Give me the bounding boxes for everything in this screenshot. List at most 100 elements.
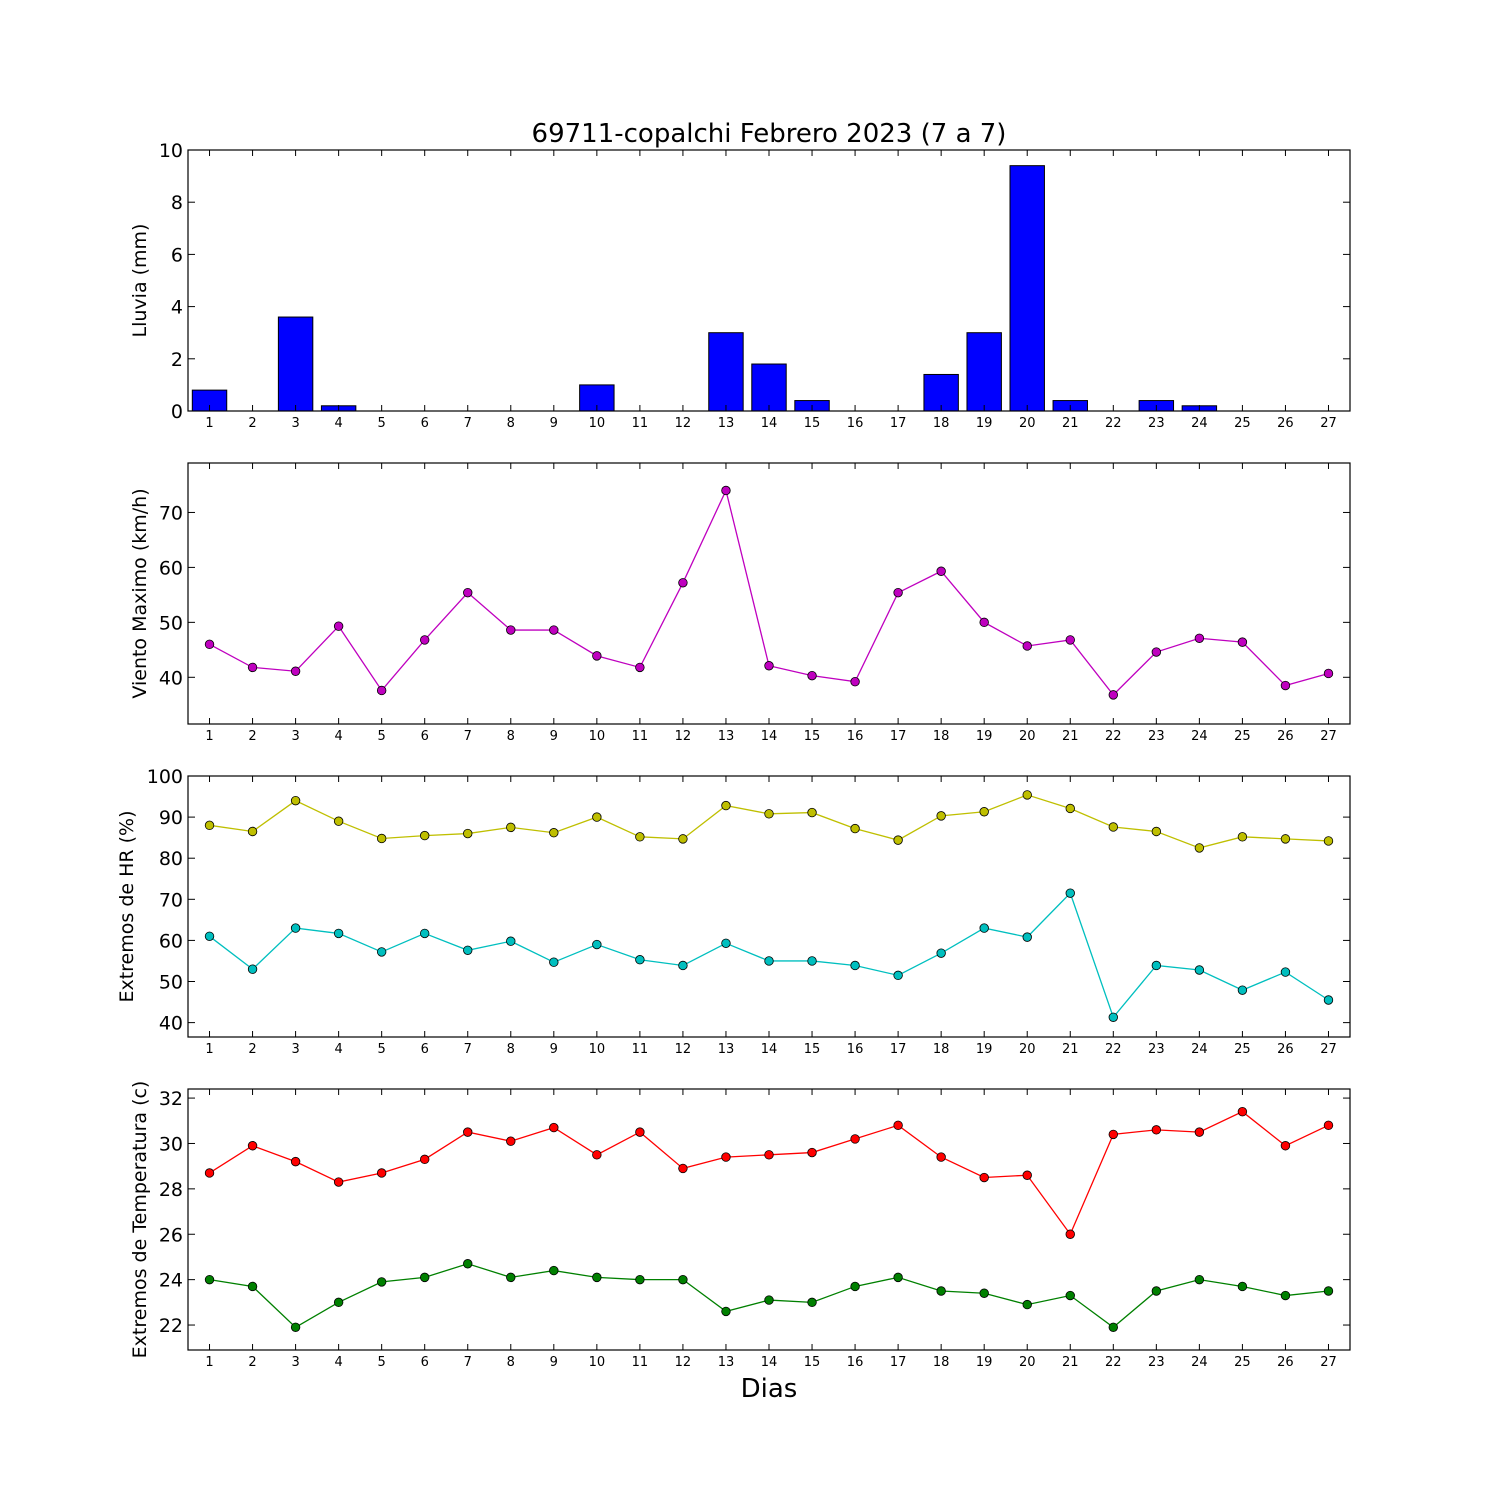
data-point — [1065, 803, 1075, 814]
data-point — [204, 1274, 215, 1285]
x-tick-label: 27 — [1320, 729, 1337, 744]
x-tick-label: 9 — [550, 729, 558, 744]
x-tick-label: 12 — [675, 1042, 692, 1057]
data-point — [850, 960, 860, 971]
data-point — [1065, 635, 1075, 645]
x-tick-label: 6 — [421, 416, 429, 431]
data-point — [1108, 1322, 1118, 1333]
panels: 1 2 3 4 5 6 7 8 9 10 11 12 13 14 15 16 17 18 19 20 21 22 23 24 2… — [116, 140, 1351, 1370]
axes-frame — [187, 462, 1351, 725]
x-tick-label: 3 — [291, 1355, 299, 1370]
data-point — [850, 823, 860, 834]
data-point — [979, 1288, 989, 1298]
x-tick-label: 10 — [589, 1355, 606, 1370]
y-axis-label: Lluvia (mm) — [129, 224, 151, 338]
figure-title: 69711-copalchi Febrero 2023 (7 a 7) — [532, 119, 1007, 149]
data-point — [333, 928, 344, 939]
data-point — [333, 1297, 344, 1308]
data-point — [204, 931, 215, 941]
data-point — [506, 1272, 516, 1283]
data-point — [1280, 1290, 1291, 1301]
x-tick-label: 8 — [507, 416, 515, 431]
data-point — [936, 811, 946, 821]
y-axis-label: Extremos de Temperatura (c) — [129, 1081, 151, 1359]
x-tick-label: 4 — [334, 1355, 342, 1370]
data-point — [204, 1168, 215, 1178]
data-point — [1151, 960, 1162, 971]
data-point — [979, 1172, 989, 1183]
data-point — [678, 578, 688, 588]
data-point — [721, 1152, 731, 1162]
x-tick-label: 19 — [976, 729, 993, 744]
data-point — [936, 1286, 946, 1296]
panel-4: 1 2 3 4 5 6 7 8 9 10 11 12 13 14 15 16 17 18 19 20 21 22 23 24 2… — [129, 1081, 1351, 1370]
x-tick-label: 7 — [464, 729, 472, 744]
y-tick-label: 70 — [159, 502, 183, 524]
data-point — [420, 830, 430, 841]
data-point — [979, 923, 989, 933]
data-point — [1065, 1229, 1075, 1239]
data-point — [764, 1150, 774, 1160]
data-point — [549, 828, 559, 838]
panel-1: 1 2 3 4 5 6 7 8 9 10 11 12 13 14 15 16 17 18 19 20 21 22 23 24 2… — [129, 140, 1351, 431]
x-tick-label: 4 — [334, 1042, 342, 1057]
x-tick-label: 18 — [933, 1355, 950, 1370]
data-point — [721, 1306, 731, 1317]
data-point — [1151, 826, 1162, 837]
data-point — [1237, 832, 1248, 842]
data-point — [290, 923, 301, 933]
x-tick-label: 2 — [248, 416, 256, 431]
data-point — [979, 617, 989, 628]
data-point — [420, 928, 430, 939]
y-tick-label: 70 — [159, 889, 183, 911]
x-tick-label: 1 — [205, 1355, 213, 1370]
data-point — [592, 939, 602, 950]
data-point — [247, 1141, 258, 1151]
x-tick-label: 10 — [589, 416, 606, 431]
x-tick-label: 20 — [1019, 729, 1036, 744]
x-tick-label: 17 — [890, 1042, 907, 1057]
panel-3: 1 2 3 4 5 6 7 8 9 10 11 12 13 14 15 16 17 18 19 20 21 22 23 24 2… — [116, 766, 1351, 1057]
data-point — [807, 1297, 817, 1308]
data-point — [463, 1127, 473, 1137]
y-tick-label: 10 — [159, 140, 183, 162]
data-point — [592, 1272, 602, 1283]
data-point — [1323, 1286, 1334, 1296]
y-tick-label: 28 — [159, 1179, 183, 1201]
x-tick-label: 15 — [804, 1355, 821, 1370]
data-point — [807, 1147, 817, 1158]
x-tick-label: 9 — [550, 1355, 558, 1370]
data-point — [1323, 836, 1334, 846]
data-point — [1237, 985, 1248, 995]
data-point — [807, 807, 817, 818]
data-point — [893, 1272, 903, 1283]
data-point — [850, 1134, 860, 1144]
x-tick-label: 3 — [291, 729, 299, 744]
data-point — [1108, 1012, 1118, 1022]
x-tick-label: 21 — [1062, 1355, 1079, 1370]
data-point — [1022, 1170, 1032, 1180]
data-point — [1151, 1125, 1162, 1135]
data-point — [893, 970, 903, 981]
x-tick-label: 5 — [378, 416, 386, 431]
y-tick-label: 8 — [171, 192, 183, 214]
x-tick-label: 13 — [718, 729, 735, 744]
data-point — [549, 625, 559, 635]
x-tick-label: 26 — [1277, 1042, 1294, 1057]
bar — [1009, 165, 1045, 412]
data-point — [376, 685, 387, 696]
x-tick-label: 14 — [761, 1355, 778, 1370]
data-point — [1065, 888, 1075, 898]
series-line — [209, 891, 1329, 1019]
x-tick-label: 14 — [761, 416, 778, 431]
x-tick-label: 26 — [1277, 1355, 1294, 1370]
data-point — [376, 833, 387, 844]
x-tick-label: 16 — [847, 729, 864, 744]
data-point — [1151, 1286, 1162, 1296]
data-point — [635, 955, 645, 965]
x-tick-label: 23 — [1148, 1042, 1165, 1057]
data-point — [1194, 633, 1205, 643]
x-tick-label: 4 — [334, 729, 342, 744]
x-tick-label: 4 — [334, 416, 342, 431]
x-tick-label: 2 — [248, 1042, 256, 1057]
